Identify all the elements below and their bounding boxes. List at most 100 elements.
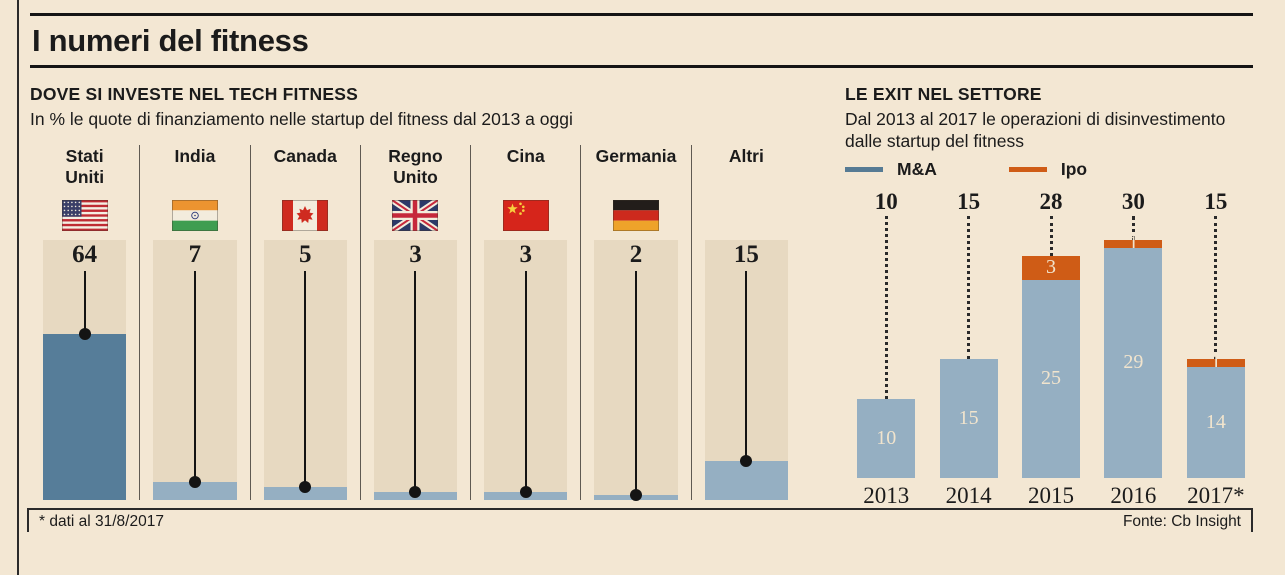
source: Fonte: Cb Insight: [1122, 513, 1241, 530]
segment-value: 25: [1041, 367, 1062, 390]
needle-line: [635, 271, 638, 495]
thermometer-track: 7: [153, 240, 237, 500]
ipo-segment: 1: [1104, 232, 1163, 254]
country-value: 5: [298, 241, 312, 268]
canada-flag-icon: [251, 192, 360, 238]
thermometer-track: 5: [263, 240, 347, 500]
exit-chart-section: LE EXIT NEL SETTORE Dal 2013 al 2017 le …: [845, 84, 1257, 509]
year-label: 2017*: [1187, 483, 1245, 508]
needle-line: [83, 271, 86, 334]
country-label: Altri: [728, 146, 764, 166]
year-label: 2014: [945, 483, 992, 508]
dotted-connector: [1049, 216, 1053, 256]
exit-bar-column-2015: 28 3 25 2015: [1010, 189, 1092, 509]
segment-value: 3: [1046, 256, 1057, 279]
exit-bars: 10 10 2013 15 15 2014 28 3 25 2015 30 1 29 2016 15 1 14 2…: [845, 189, 1257, 509]
thermometer-track: 64: [43, 240, 127, 500]
country-value: 2: [629, 241, 643, 268]
country-column-india: India 7: [140, 145, 251, 500]
needle-dot: [299, 481, 312, 493]
segment-value: 15: [958, 407, 979, 429]
needle-line: [304, 271, 307, 487]
needle-line: [414, 271, 417, 492]
needle-dot: [630, 489, 643, 501]
investment-chart-section: DOVE SI INVESTE NEL TECH FITNESS In % le…: [30, 84, 801, 501]
ma-segment: 15: [939, 359, 998, 478]
exit-plot: 1 29: [1092, 216, 1174, 478]
segment-value: 29: [1123, 351, 1144, 374]
china-flag-icon: [471, 192, 580, 238]
legend: M&A Ipo: [845, 159, 1257, 180]
germany-flag-icon: [581, 192, 690, 238]
ma-segment: 25: [1022, 279, 1081, 478]
country-label: Cina: [506, 146, 545, 166]
dotted-connector: [1131, 216, 1135, 241]
total-label: 15: [957, 189, 981, 214]
needle-line: [524, 271, 527, 492]
country-value: 3: [519, 241, 533, 268]
india-flag-icon: [140, 192, 249, 238]
ma-color-swatch: [845, 167, 883, 172]
country-value: 7: [188, 241, 202, 268]
no-flag: [692, 192, 801, 238]
needle-dot: [188, 476, 201, 488]
investment-chart-title: DOVE SI INVESTE NEL TECH FITNESS: [30, 84, 358, 104]
ipo-segment: 1: [1186, 351, 1245, 373]
country-column-canada: Canada 5: [251, 145, 361, 500]
country-value: 15: [733, 241, 759, 268]
ma-segment: 10: [857, 398, 916, 478]
country-column-cina: Cina 3: [471, 145, 582, 500]
needle-dot: [519, 486, 532, 498]
needle-dot: [409, 486, 422, 498]
year-label: 2013: [863, 483, 910, 508]
exit-plot: 15: [927, 216, 1009, 478]
page-title: I numeri del fitness: [32, 23, 309, 58]
needle-dot: [78, 328, 91, 340]
exit-plot: 10: [845, 216, 927, 478]
dotted-connector: [967, 216, 971, 359]
exit-plot: 3 25: [1010, 216, 1092, 478]
investment-chart-subtitle: In % le quote di finanziamento nelle sta…: [30, 109, 573, 129]
country-label: Germania: [595, 146, 677, 166]
ma-legend-label: M&A: [897, 159, 937, 179]
ipo-color-swatch: [1008, 167, 1047, 172]
exit-bar-column-2014: 15 15 2014: [927, 189, 1009, 509]
country-label: Canada: [273, 146, 337, 166]
value-fill: [704, 461, 788, 500]
exit-chart-subtitle: Dal 2013 al 2017 le operazioni di disinv…: [845, 109, 1226, 151]
ipo-segment: 3: [1022, 255, 1081, 280]
needle-line: [193, 271, 196, 482]
segment-value: 10: [876, 426, 897, 449]
country-column-germania: Germania 2: [581, 145, 692, 501]
total-label: 10: [874, 189, 898, 214]
country-label: Regno Unito: [388, 146, 443, 187]
country-value: 3: [409, 241, 422, 268]
country-column-altri: Altri 15: [692, 145, 801, 500]
legend-item-ipo: Ipo: [1008, 159, 1087, 180]
ma-segment: 29: [1104, 247, 1163, 478]
country-value: 64: [72, 241, 98, 268]
footer-bar: * dati al 31/8/2017 Fonte: Cb Insight: [27, 508, 1253, 532]
exit-bar-column-2013: 10 10 2013: [845, 189, 927, 509]
country-label: Stati Uniti: [65, 146, 105, 187]
year-label: 2015: [1028, 483, 1075, 508]
value-fill: [153, 482, 237, 500]
country-label: India: [174, 146, 216, 166]
needle-line: [745, 271, 748, 461]
exit-bar-column-2016: 30 1 29 2016: [1092, 189, 1174, 509]
dotted-connector: [884, 216, 888, 399]
footnote: * dati al 31/8/2017: [39, 513, 164, 530]
uk-flag-icon: [361, 192, 470, 238]
exit-bar-column-2017: 15 1 14 2017*: [1175, 189, 1257, 509]
us-flag-icon: [30, 192, 139, 238]
page-frame-line: [17, 0, 19, 575]
needle-dot: [740, 455, 753, 467]
page-header: I numeri del fitness: [30, 13, 1253, 68]
thermometer-track: 3: [373, 240, 458, 500]
legend-item-ma: M&A: [845, 159, 937, 180]
total-label: 28: [1039, 189, 1063, 214]
exit-plot: 1 14: [1175, 216, 1257, 478]
country-columns: Stati Uniti 64 India 7 Canada 5 Regno Unito 3 Ci…: [30, 145, 801, 501]
segment-value: 1: [1210, 351, 1221, 374]
total-label: 30: [1121, 189, 1145, 214]
